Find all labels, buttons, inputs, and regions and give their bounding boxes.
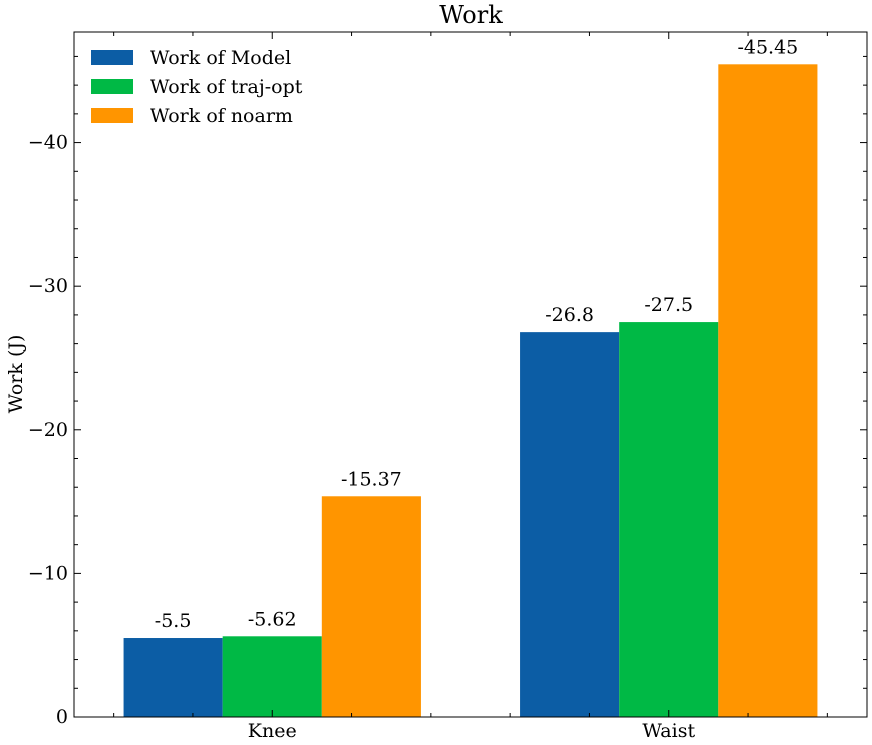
y-tick-label: −10 — [28, 562, 68, 584]
y-tick-label: −30 — [28, 275, 68, 297]
legend-swatch — [91, 108, 133, 123]
data-label: -5.5 — [155, 610, 192, 632]
chart-title: Work — [439, 1, 503, 29]
data-label: -5.62 — [248, 608, 297, 630]
plot-frame — [73, 31, 868, 718]
legend: Work of Model Work of traj-opt Work of noa… — [91, 47, 303, 127]
legend-label: Work of traj-opt — [150, 76, 303, 98]
bar — [619, 322, 719, 717]
data-label: -27.5 — [644, 294, 693, 316]
y-tick-label: −20 — [28, 419, 68, 441]
data-label: -15.37 — [341, 468, 402, 490]
y-axis-label: Work (J) — [5, 335, 27, 414]
legend-swatch — [91, 50, 133, 65]
bar — [222, 636, 322, 717]
ticks-group: 0 −10 −20 −30 −40 Knee Waist — [28, 32, 867, 742]
y-tick-label: −40 — [28, 132, 68, 154]
bar — [321, 496, 421, 717]
legend-label: Work of Model — [150, 47, 291, 69]
x-tick-label: Knee — [248, 720, 297, 742]
y-tick-label: 0 — [56, 706, 68, 728]
bar — [718, 64, 818, 717]
x-tick-label: Waist — [642, 720, 695, 742]
data-labels-group: -5.5 -26.8 -5.62 -27.5 -15.37 -45.45 — [155, 36, 798, 632]
legend-swatch — [91, 79, 133, 94]
bar — [123, 638, 223, 717]
bars-group — [123, 64, 818, 717]
bar — [520, 332, 620, 717]
data-label: -45.45 — [737, 36, 798, 58]
data-label: -26.8 — [545, 304, 594, 326]
legend-label: Work of noarm — [150, 105, 293, 127]
